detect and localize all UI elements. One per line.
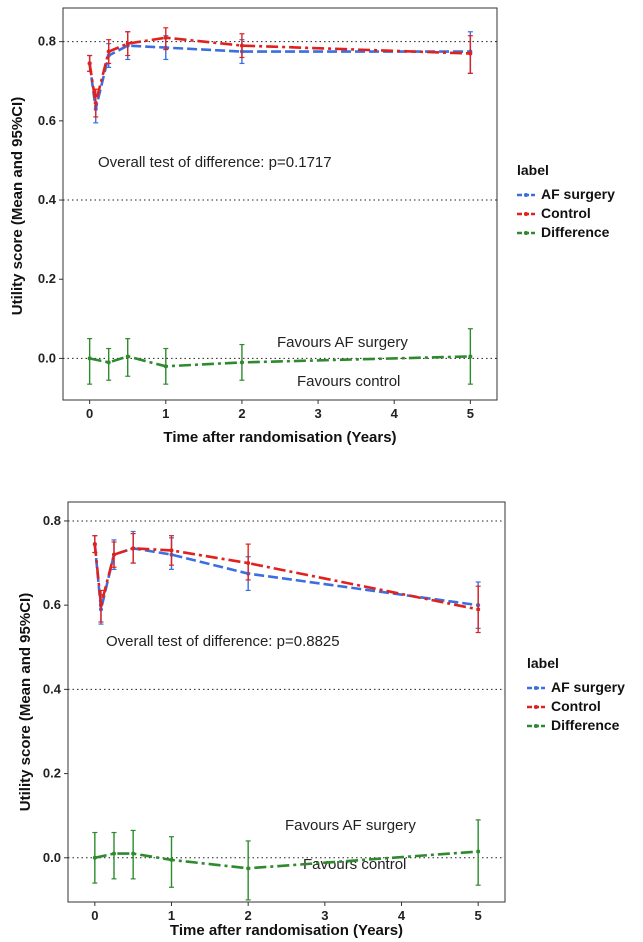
y-tick-label: 0.6	[38, 113, 56, 128]
legend-item-control: Control	[527, 698, 601, 714]
y-tick-label: 0.0	[43, 850, 61, 865]
x-tick-label: 5	[467, 406, 474, 421]
data-point	[164, 36, 168, 40]
y-tick-label: 0.8	[43, 513, 61, 528]
y-axis-title: Utility score (Mean and 95%CI)	[9, 97, 26, 315]
data-point	[246, 866, 250, 870]
legend: label AF surgery Control Difference	[527, 655, 625, 733]
favours-control-annotation: Favours control	[303, 856, 406, 873]
legend-label: AF surgery	[551, 679, 625, 695]
legend-title: label	[517, 162, 549, 178]
x-tick-label: 0	[91, 908, 98, 923]
data-point	[94, 101, 98, 105]
data-point	[246, 561, 250, 565]
data-point	[164, 364, 168, 368]
x-tick-label: 0	[86, 406, 93, 421]
data-point	[468, 52, 472, 56]
x-axis-title: Time after randomisation (Years)	[163, 429, 396, 446]
data-point	[170, 548, 174, 552]
data-point	[170, 858, 174, 862]
x-tick-label: 1	[162, 406, 169, 421]
legend-item-difference: Difference	[517, 224, 610, 240]
legend-label: Difference	[541, 224, 610, 240]
y-tick-label: 0.2	[43, 766, 61, 781]
x-tick-label: 5	[475, 908, 482, 923]
legend-item-difference: Difference	[527, 717, 620, 733]
data-point	[476, 607, 480, 611]
data-point	[240, 44, 244, 48]
chart-top: 0.0 0.2 0.4 0.6 0.8 0 1 2 3 4 5 Time after randomis…	[9, 8, 615, 446]
test-annotation: Overall test of difference: p=0.1717	[98, 154, 332, 171]
data-point	[93, 856, 97, 860]
y-axis-title: Utility score (Mean and 95%CI)	[17, 593, 34, 811]
legend-key-point	[524, 231, 528, 235]
y-tick-label: 0.4	[43, 681, 62, 696]
data-point	[112, 553, 116, 557]
legend-label: Control	[551, 698, 601, 714]
x-axis-title: Time after randomisation (Years)	[170, 922, 403, 939]
legend-title: label	[527, 655, 559, 671]
legend-key-point	[534, 705, 538, 709]
data-point	[99, 603, 103, 607]
data-point	[131, 852, 135, 856]
x-tick-label: 2	[245, 908, 252, 923]
x-tick-label: 4	[398, 908, 406, 923]
legend-key-point	[524, 193, 528, 197]
favours-af-surgery-annotation: Favours AF surgery	[277, 334, 408, 351]
data-point	[93, 542, 97, 546]
legend-item-af-surgery: AF surgery	[527, 679, 625, 695]
data-point	[88, 61, 92, 65]
y-tick-label: 0.4	[38, 192, 57, 207]
data-point	[107, 50, 111, 54]
legend-item-control: Control	[517, 205, 591, 221]
y-tick-label: 0.8	[38, 34, 56, 49]
data-point	[107, 360, 111, 364]
data-point	[126, 354, 130, 358]
legend-label: Difference	[551, 717, 620, 733]
data-point	[131, 546, 135, 550]
favours-control-annotation: Favours control	[297, 373, 400, 390]
chart-bottom: 0.0 0.2 0.4 0.6 0.8 0 1 2 3 4 5 Time after randomis…	[17, 502, 625, 939]
legend-label: AF surgery	[541, 186, 615, 202]
y-tick-label: 0.0	[38, 350, 56, 365]
legend-label: Control	[541, 205, 591, 221]
legend-key-point	[534, 724, 538, 728]
x-tick-label: 3	[321, 908, 328, 923]
x-tick-label: 4	[391, 406, 399, 421]
data-point	[126, 42, 130, 46]
legend-key-point	[534, 686, 538, 690]
data-point	[88, 356, 92, 360]
legend: label AF surgery Control Difference	[517, 162, 615, 240]
data-point	[468, 354, 472, 358]
legend-key-point	[524, 212, 528, 216]
data-point	[112, 852, 116, 856]
test-annotation: Overall test of difference: p=0.8825	[106, 633, 340, 650]
data-point	[476, 849, 480, 853]
y-tick-label: 0.6	[43, 597, 61, 612]
favours-af-surgery-annotation: Favours AF surgery	[285, 817, 416, 834]
x-tick-label: 3	[314, 406, 321, 421]
y-tick-label: 0.2	[38, 271, 56, 286]
x-tick-label: 2	[238, 406, 245, 421]
legend-item-af-surgery: AF surgery	[517, 186, 615, 202]
x-tick-label: 1	[168, 908, 175, 923]
data-point	[240, 360, 244, 364]
